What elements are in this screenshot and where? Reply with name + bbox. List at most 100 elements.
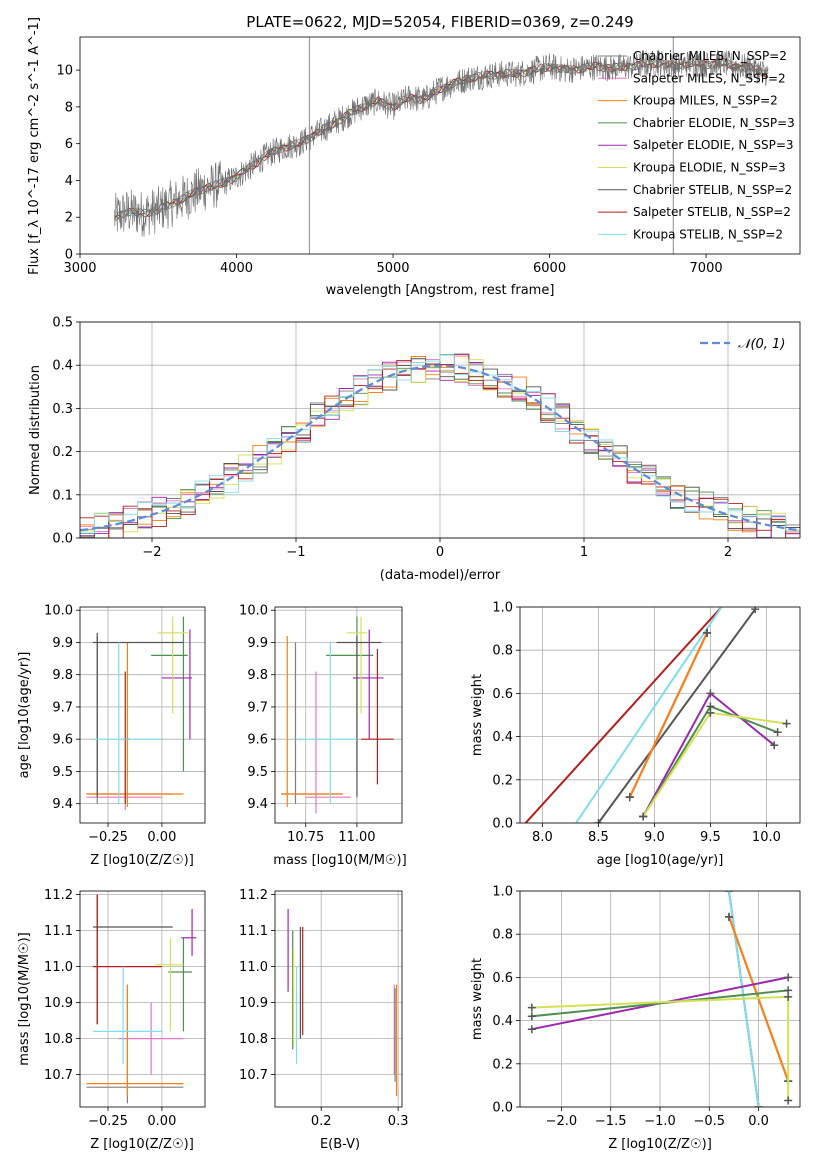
spectrum-frame	[79, 36, 801, 255]
mass-weight-vs-z-xlabel: Z [log10(Z/Z☉)]	[608, 1137, 712, 1152]
age-vs-z-xtick-label: 0.00	[147, 830, 176, 845]
mass-weight-vs-age-marker	[703, 628, 712, 637]
residuals-xtick-label: 1	[580, 545, 588, 560]
mass-weight-vs-age-xtick-label: 10.0	[752, 830, 781, 845]
spectrum-xtick-label: 3000	[63, 261, 96, 276]
mass-vs-z-ylabel-group: mass [log10(M/M☉)]	[17, 932, 32, 1065]
mass-weight-vs-z-xtick-label: −1.5	[595, 1114, 627, 1129]
mass-vs-ebv-xtick-label: 0.3	[388, 1114, 409, 1129]
mass-weight-vs-z-ytick-label: 0.4	[492, 1014, 513, 1029]
mass-vs-z-ytick-label: 10.8	[44, 1032, 73, 1047]
residuals-ytick-label: 0.3	[52, 402, 73, 417]
spectrum-xlabel: wavelength [Angstrom, rest frame]	[326, 283, 555, 298]
residuals-plot-area	[80, 353, 800, 538]
spectrum-ytick-label: 0	[65, 248, 73, 263]
age-vs-mass-xtick-label: 10.75	[287, 830, 324, 845]
spectrum-ylabel: Flux [f_λ 10^-17 erg cm^-2 s^-1 A^-1]	[27, 17, 42, 275]
residuals-ylabel: Normed distribution	[28, 365, 43, 495]
age-vs-z-ytick-label: 9.6	[52, 733, 73, 748]
legend-label: Salpeter STELIB, N_SSP=2	[633, 205, 791, 219]
spectrum-xtick-label: 7000	[690, 261, 723, 276]
residuals-frame	[79, 321, 801, 539]
mass-weight-vs-z-marker	[527, 1012, 536, 1021]
spectrum-xtick-label: 6000	[533, 261, 566, 276]
mass-weight-vs-z-xtick-label: −0.5	[694, 1114, 726, 1129]
spectrum-ytick-label: 10	[56, 64, 73, 79]
mass-weight-vs-z-marker	[527, 1003, 536, 1012]
mass-vs-z-xlabel: Z [log10(Z/Z☉)]	[90, 1137, 194, 1152]
mass-vs-z-axes: −0.25 0.00 10.7 10.8 10.9 11.0 11.1 11.2	[44, 888, 205, 1129]
mass-weight-vs-z-marker	[784, 973, 793, 982]
mass-vs-ebv-frame	[274, 890, 403, 1108]
mass-weight-vs-age-marker	[706, 708, 715, 717]
mass-weight-vs-z-ylabel-group: mass weight	[470, 958, 485, 1040]
mass-vs-ebv-ytick-label: 11.2	[239, 888, 268, 903]
legend-label: Chabrier STELIB, N_SSP=2	[633, 183, 792, 197]
mass-weight-vs-z-ytick-label: 0.0	[492, 1101, 513, 1116]
mass-vs-z-ytick-label: 10.9	[44, 996, 73, 1011]
mass-weight-vs-age-series-line	[575, 607, 723, 823]
mass-weight-vs-z-series-line	[531, 989, 789, 1018]
residuals-xtick-label: −1	[286, 545, 305, 560]
spectrum-xtick-label: 4000	[220, 261, 253, 276]
mass-vs-z-ytick-label: 10.7	[44, 1068, 73, 1083]
legend-label: Chabrier ELODIE, N_SSP=3	[633, 116, 795, 130]
age-vs-mass-xlabel: mass [log10(M/M☉)]	[273, 853, 406, 868]
spectrum-axes: 3000 4000 5000 6000 7000 0 2 4 6 8 10	[56, 64, 722, 276]
mass-weight-vs-age-ytick-label: 0.2	[492, 773, 513, 788]
residuals-xtick-label: −2	[142, 545, 161, 560]
spectrum-xtick-label: 5000	[376, 261, 409, 276]
age-vs-mass-frame	[274, 606, 403, 824]
mass-weight-vs-z-plot-area	[527, 891, 793, 1107]
residuals-ytick-label: 0.2	[52, 445, 73, 460]
mass-weight-vs-z-ytick-label: 0.2	[492, 1057, 513, 1072]
mass-weight-vs-z-ytick-label: 0.8	[492, 928, 513, 943]
legend-label: Kroupa MILES, N_SSP=2	[633, 94, 778, 108]
legend-label: Chabrier MILES, N_SSP=2	[633, 49, 787, 63]
mass-vs-z-ytick-label: 11.1	[44, 924, 73, 939]
residuals-axes: −2 −1 0 1 2 0.0 0.1 0.2 0.3 0.4 0.5	[52, 316, 800, 560]
mass-weight-vs-age-xtick-label: 8.5	[588, 830, 609, 845]
mass-weight-vs-age-ylabel: mass weight	[470, 674, 485, 756]
mass-weight-vs-age-marker	[625, 793, 634, 802]
mass-vs-ebv-xtick-label: 0.2	[311, 1114, 332, 1129]
mass-weight-vs-age-marker	[639, 812, 648, 821]
mass-weight-vs-age-ytick-label: 0.6	[492, 687, 513, 702]
spectrum-ytick-label: 6	[65, 137, 73, 152]
age-vs-z-ytick-label: 9.9	[52, 636, 73, 651]
age-vs-z-ytick-label: 9.7	[52, 700, 73, 715]
mass-weight-vs-age-marker	[594, 819, 603, 823]
mass-weight-vs-age-marker	[773, 728, 782, 737]
mass-vs-ebv-xlabel: E(B-V)	[320, 1137, 360, 1152]
residual-hist-kroupa-stelib	[80, 354, 800, 534]
age-vs-mass-ytick-label: 9.5	[247, 765, 268, 780]
spectrum-ytick-label: 2	[65, 211, 73, 226]
mass-vs-ebv-ytick-label: 10.8	[239, 1032, 268, 1047]
mass-vs-ebv-ytick-label: 11.1	[239, 924, 268, 939]
mass-weight-vs-age-series-line	[597, 608, 757, 823]
mass-weight-vs-z-xtick-label: −1.0	[644, 1114, 676, 1129]
mass-weight-vs-age-ytick-label: 0.4	[492, 730, 513, 745]
age-vs-mass-plot-area	[281, 616, 394, 814]
residual-hist-salpeter-stelib	[80, 360, 800, 538]
mass-weight-vs-z-xtick-label: −2.0	[546, 1114, 578, 1129]
mass-weight-vs-age-xlabel: age [log10(age/yr)]	[597, 853, 724, 868]
mass-vs-z-xtick-label: 0.00	[147, 1114, 176, 1129]
mass-weight-vs-age-series-line	[524, 607, 723, 823]
mass-weight-vs-z-ytick-label: 0.6	[492, 971, 513, 986]
mass-weight-vs-z-ytick-label: 1.0	[492, 885, 513, 900]
residuals-xlabel: (data-model)/error	[380, 568, 501, 583]
mass-weight-vs-age-ytick-label: 0.8	[492, 644, 513, 659]
age-vs-mass-ytick-label: 9.6	[247, 733, 268, 748]
age-vs-mass-ytick-label: 10.0	[239, 604, 268, 619]
mass-weight-vs-z-marker	[725, 912, 734, 921]
normal-curve	[80, 364, 800, 532]
age-vs-z-axes: −0.25 0.00 9.4 9.5 9.6 9.7 9.8 9.9 10.0	[44, 604, 205, 845]
legend-label: Salpeter MILES, N_SSP=2	[633, 71, 786, 85]
age-vs-mass-ytick-label: 9.7	[247, 700, 268, 715]
age-vs-mass-ytick-label: 9.4	[247, 797, 268, 812]
spectrum-ylabel-group: Flux [f_λ 10^-17 erg cm^-2 s^-1 A^-1]	[27, 17, 42, 275]
age-vs-z-ylabel-group: age [log10(age/yr)]	[17, 652, 32, 779]
age-vs-z-ytick-label: 10.0	[44, 604, 73, 619]
mass-vs-z-frame	[79, 890, 206, 1108]
